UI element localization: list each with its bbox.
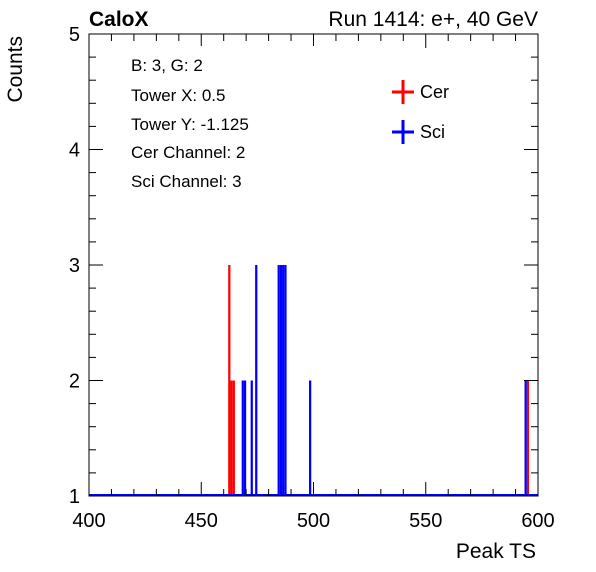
- bar-sci-5: [279, 265, 283, 496]
- x-tick-label-2: 500: [297, 510, 330, 532]
- bar-sci-7: [284, 265, 287, 496]
- y-tick-label-0: 1: [69, 486, 80, 508]
- chart-right-title: Run 1414: e+, 40 GeV: [328, 8, 538, 31]
- bar-sci-6: [282, 265, 285, 496]
- y-tick-label-1: 2: [69, 371, 80, 393]
- bar-cer-1: [230, 380, 233, 496]
- x-tick-label-0: 400: [72, 510, 105, 532]
- legend-marker-cer: [392, 80, 414, 104]
- data-bars: [89, 265, 538, 496]
- bar-sci-2: [250, 380, 253, 496]
- legend-label-cer: Cer: [420, 82, 449, 102]
- x-axis-label: Peak TS: [456, 540, 536, 563]
- bar-sci-3: [255, 265, 258, 496]
- bar-cer-3: [526, 380, 530, 496]
- legend-marker-sci: [392, 120, 414, 144]
- bar-cer-0: [228, 265, 231, 496]
- bar-sci-1: [243, 380, 247, 496]
- bar-sci-4: [277, 265, 280, 496]
- info-box: [121, 46, 357, 196]
- bar-cer-2: [232, 380, 235, 496]
- x-tick-label-1: 450: [185, 510, 218, 532]
- x-tick-label-3: 550: [409, 510, 442, 532]
- info-line-cer-channel: Cer Channel: 2: [131, 143, 245, 162]
- info-line-tower-y: Tower Y: -1.125: [131, 115, 249, 134]
- y-tick-label-3: 4: [69, 140, 80, 162]
- info-line-tower-x: Tower X: 0.5: [131, 86, 226, 105]
- bar-sci-9: [524, 380, 527, 496]
- legend-label-sci: Sci: [420, 122, 445, 142]
- chart-left-title: CaloX: [89, 8, 149, 31]
- y-axis-label: Counts: [4, 36, 27, 103]
- axis-ticks: [88, 33, 539, 497]
- info-line-sci-channel: Sci Channel: 3: [131, 172, 242, 191]
- bar-sci-0: [241, 380, 244, 496]
- bar-sci-8: [309, 380, 312, 496]
- y-tick-label-2: 3: [69, 255, 80, 277]
- y-tick-label-4: 5: [69, 24, 80, 46]
- x-tick-label-4: 600: [521, 510, 554, 532]
- axis-tick-labels: 400 450 500 550 600 1 2 3 4 5: [69, 24, 555, 532]
- info-line-board-group: B: 3, G: 2: [131, 56, 203, 75]
- legend: Cer Sci: [392, 80, 449, 144]
